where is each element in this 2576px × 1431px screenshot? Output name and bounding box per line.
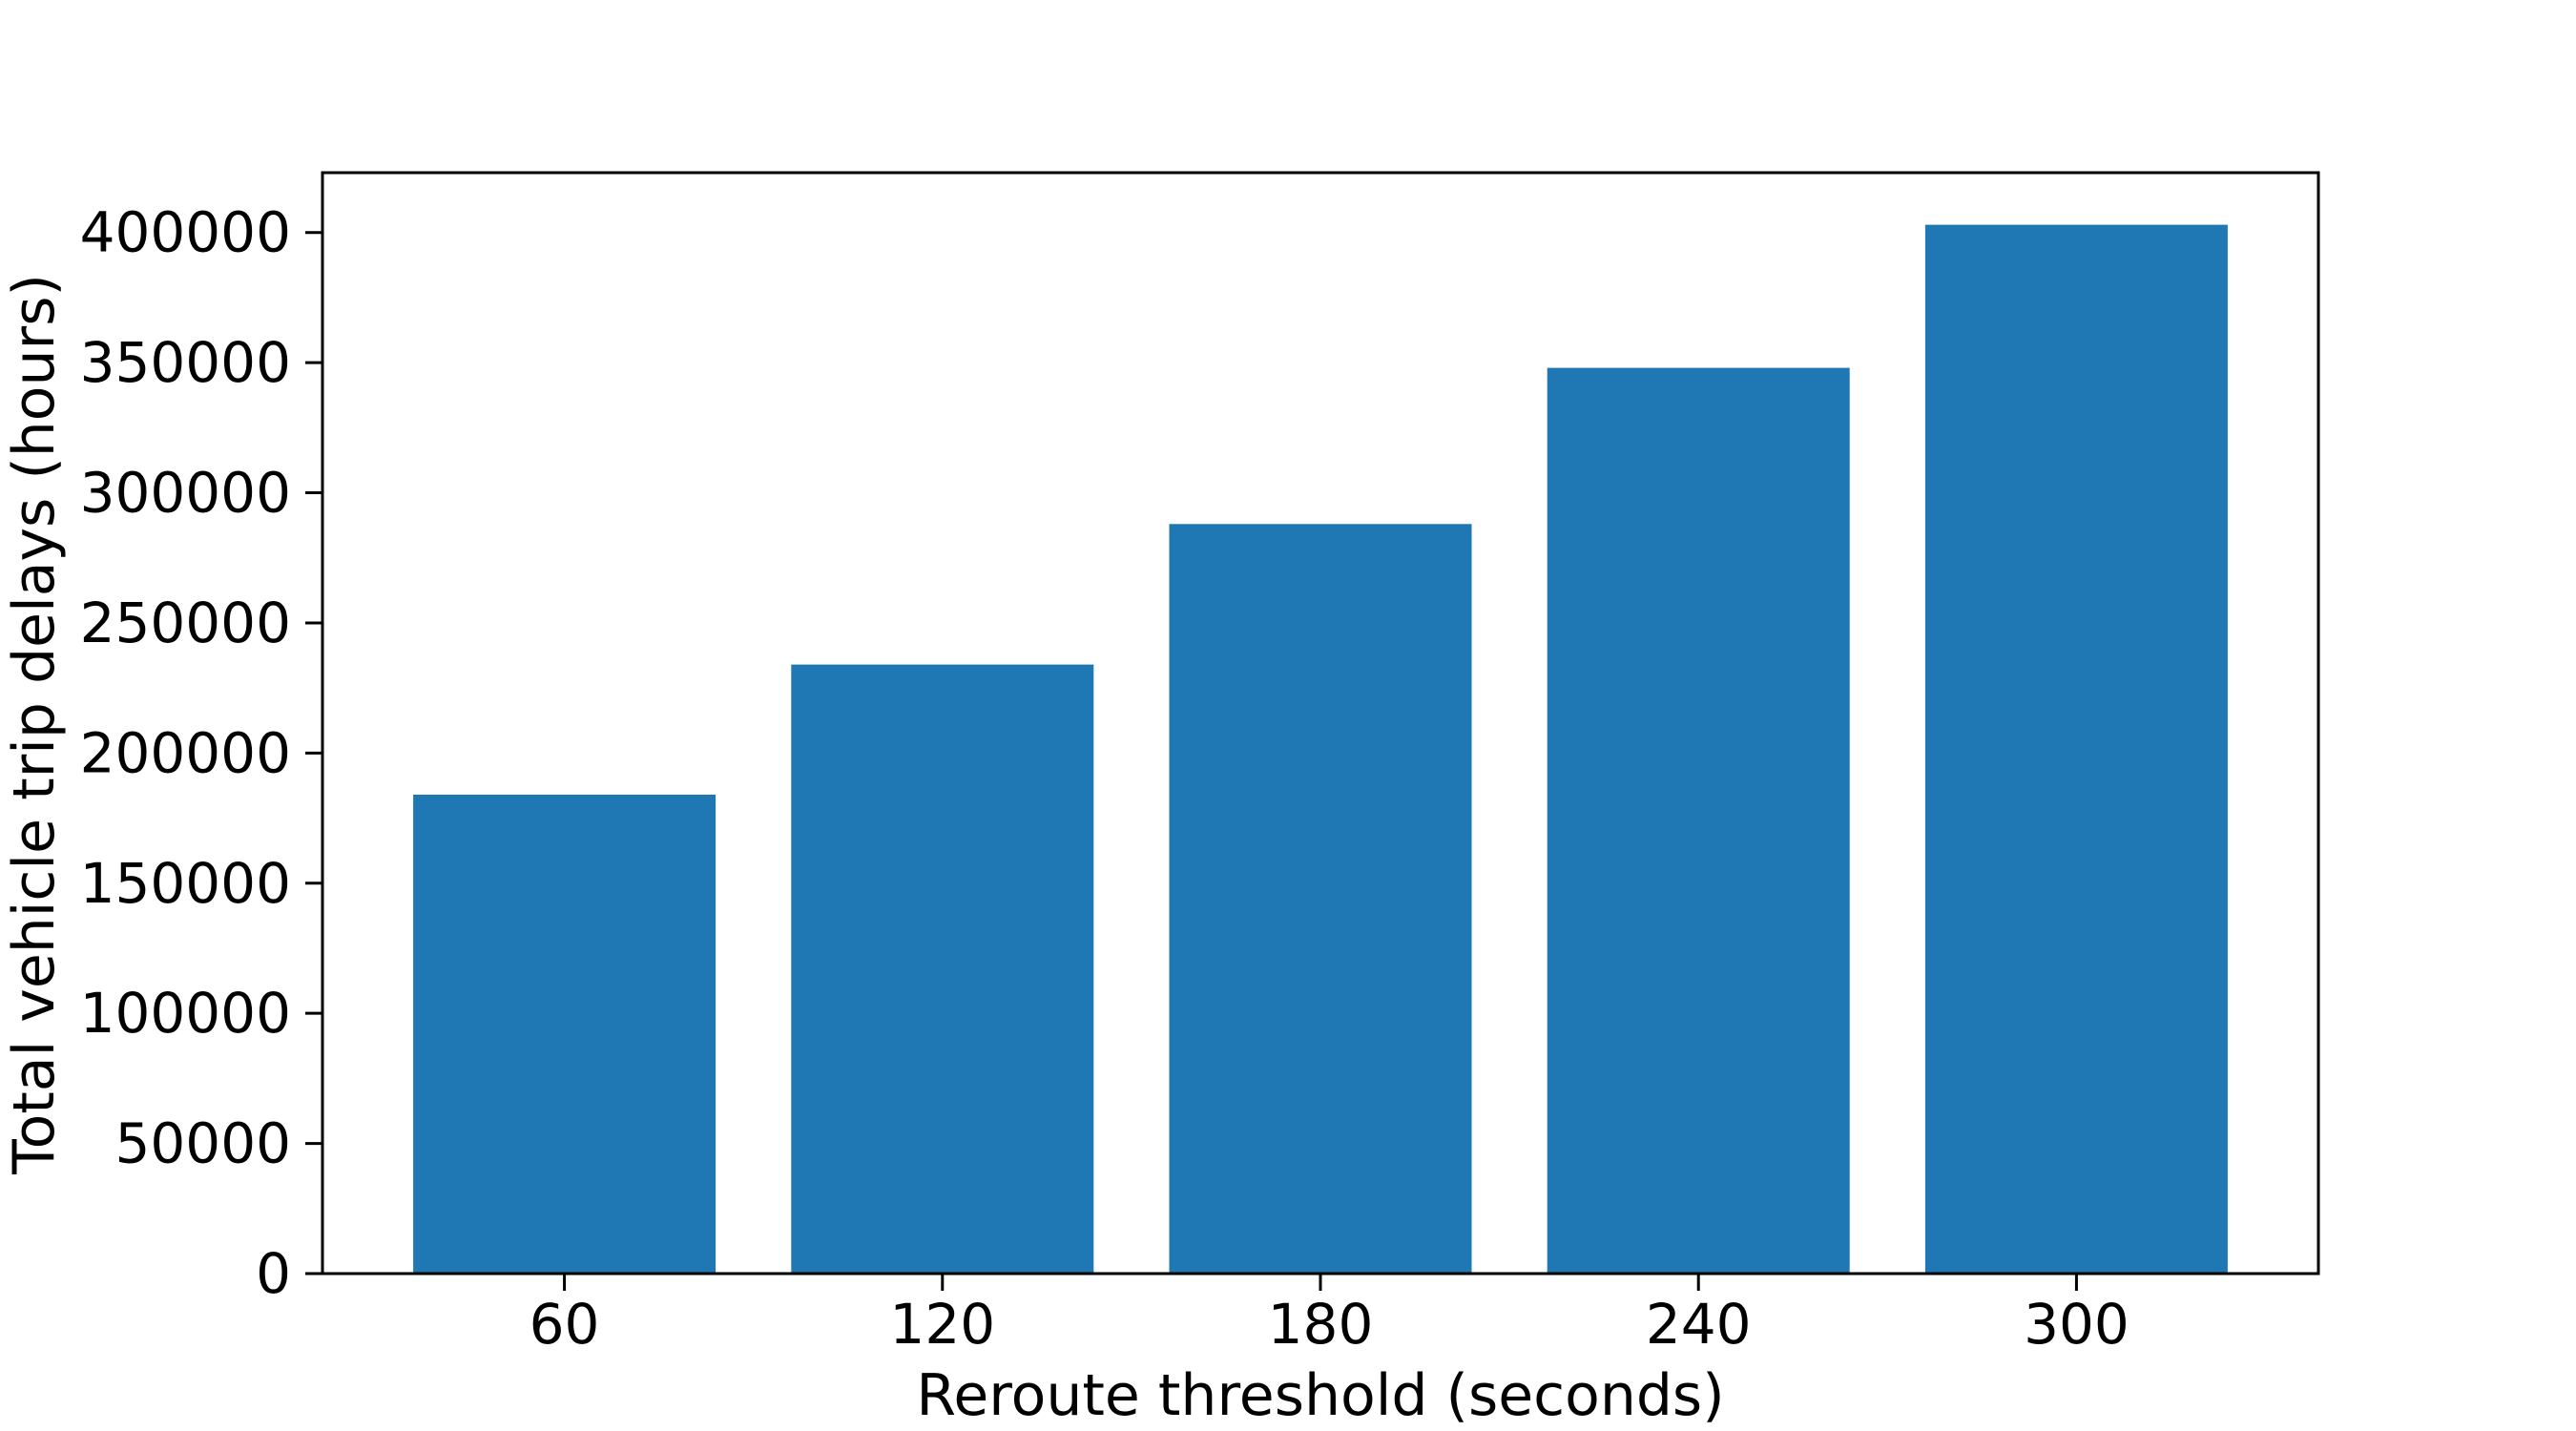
y-tick-label-100000: 100000	[80, 981, 291, 1046]
y-tick-label-150000: 150000	[80, 851, 291, 916]
y-axis-label: Total vehicle trip delays (hours)	[1, 274, 68, 1175]
y-tick-label-200000: 200000	[80, 720, 291, 785]
bar-60	[413, 795, 717, 1274]
x-tick-label-120: 120	[889, 1292, 995, 1357]
x-tick-label-240: 240	[1646, 1292, 1752, 1357]
x-axis-label: Reroute threshold (seconds)	[916, 1362, 1724, 1429]
bar-300	[1924, 224, 2228, 1275]
plot-generated-layer: 0 50000 100000 150000 200000 250000 300000 3500…	[80, 171, 2320, 1357]
y-tick-label-250000: 250000	[80, 591, 291, 655]
y-tick-label-400000: 400000	[80, 200, 291, 265]
y-tick-label-50000: 50000	[114, 1111, 291, 1176]
x-tick-label-180: 180	[1268, 1292, 1374, 1357]
bar-180	[1169, 524, 1472, 1274]
x-tick-label-300: 300	[2024, 1292, 2129, 1357]
x-tick-label-60: 60	[530, 1292, 600, 1357]
y-tick-label-350000: 350000	[80, 330, 291, 395]
bar-240	[1547, 367, 1850, 1275]
plot-border	[321, 171, 2320, 1275]
y-tick-label-0: 0	[256, 1241, 291, 1306]
bar-120	[791, 664, 1094, 1274]
y-tick-label-300000: 300000	[80, 461, 291, 526]
